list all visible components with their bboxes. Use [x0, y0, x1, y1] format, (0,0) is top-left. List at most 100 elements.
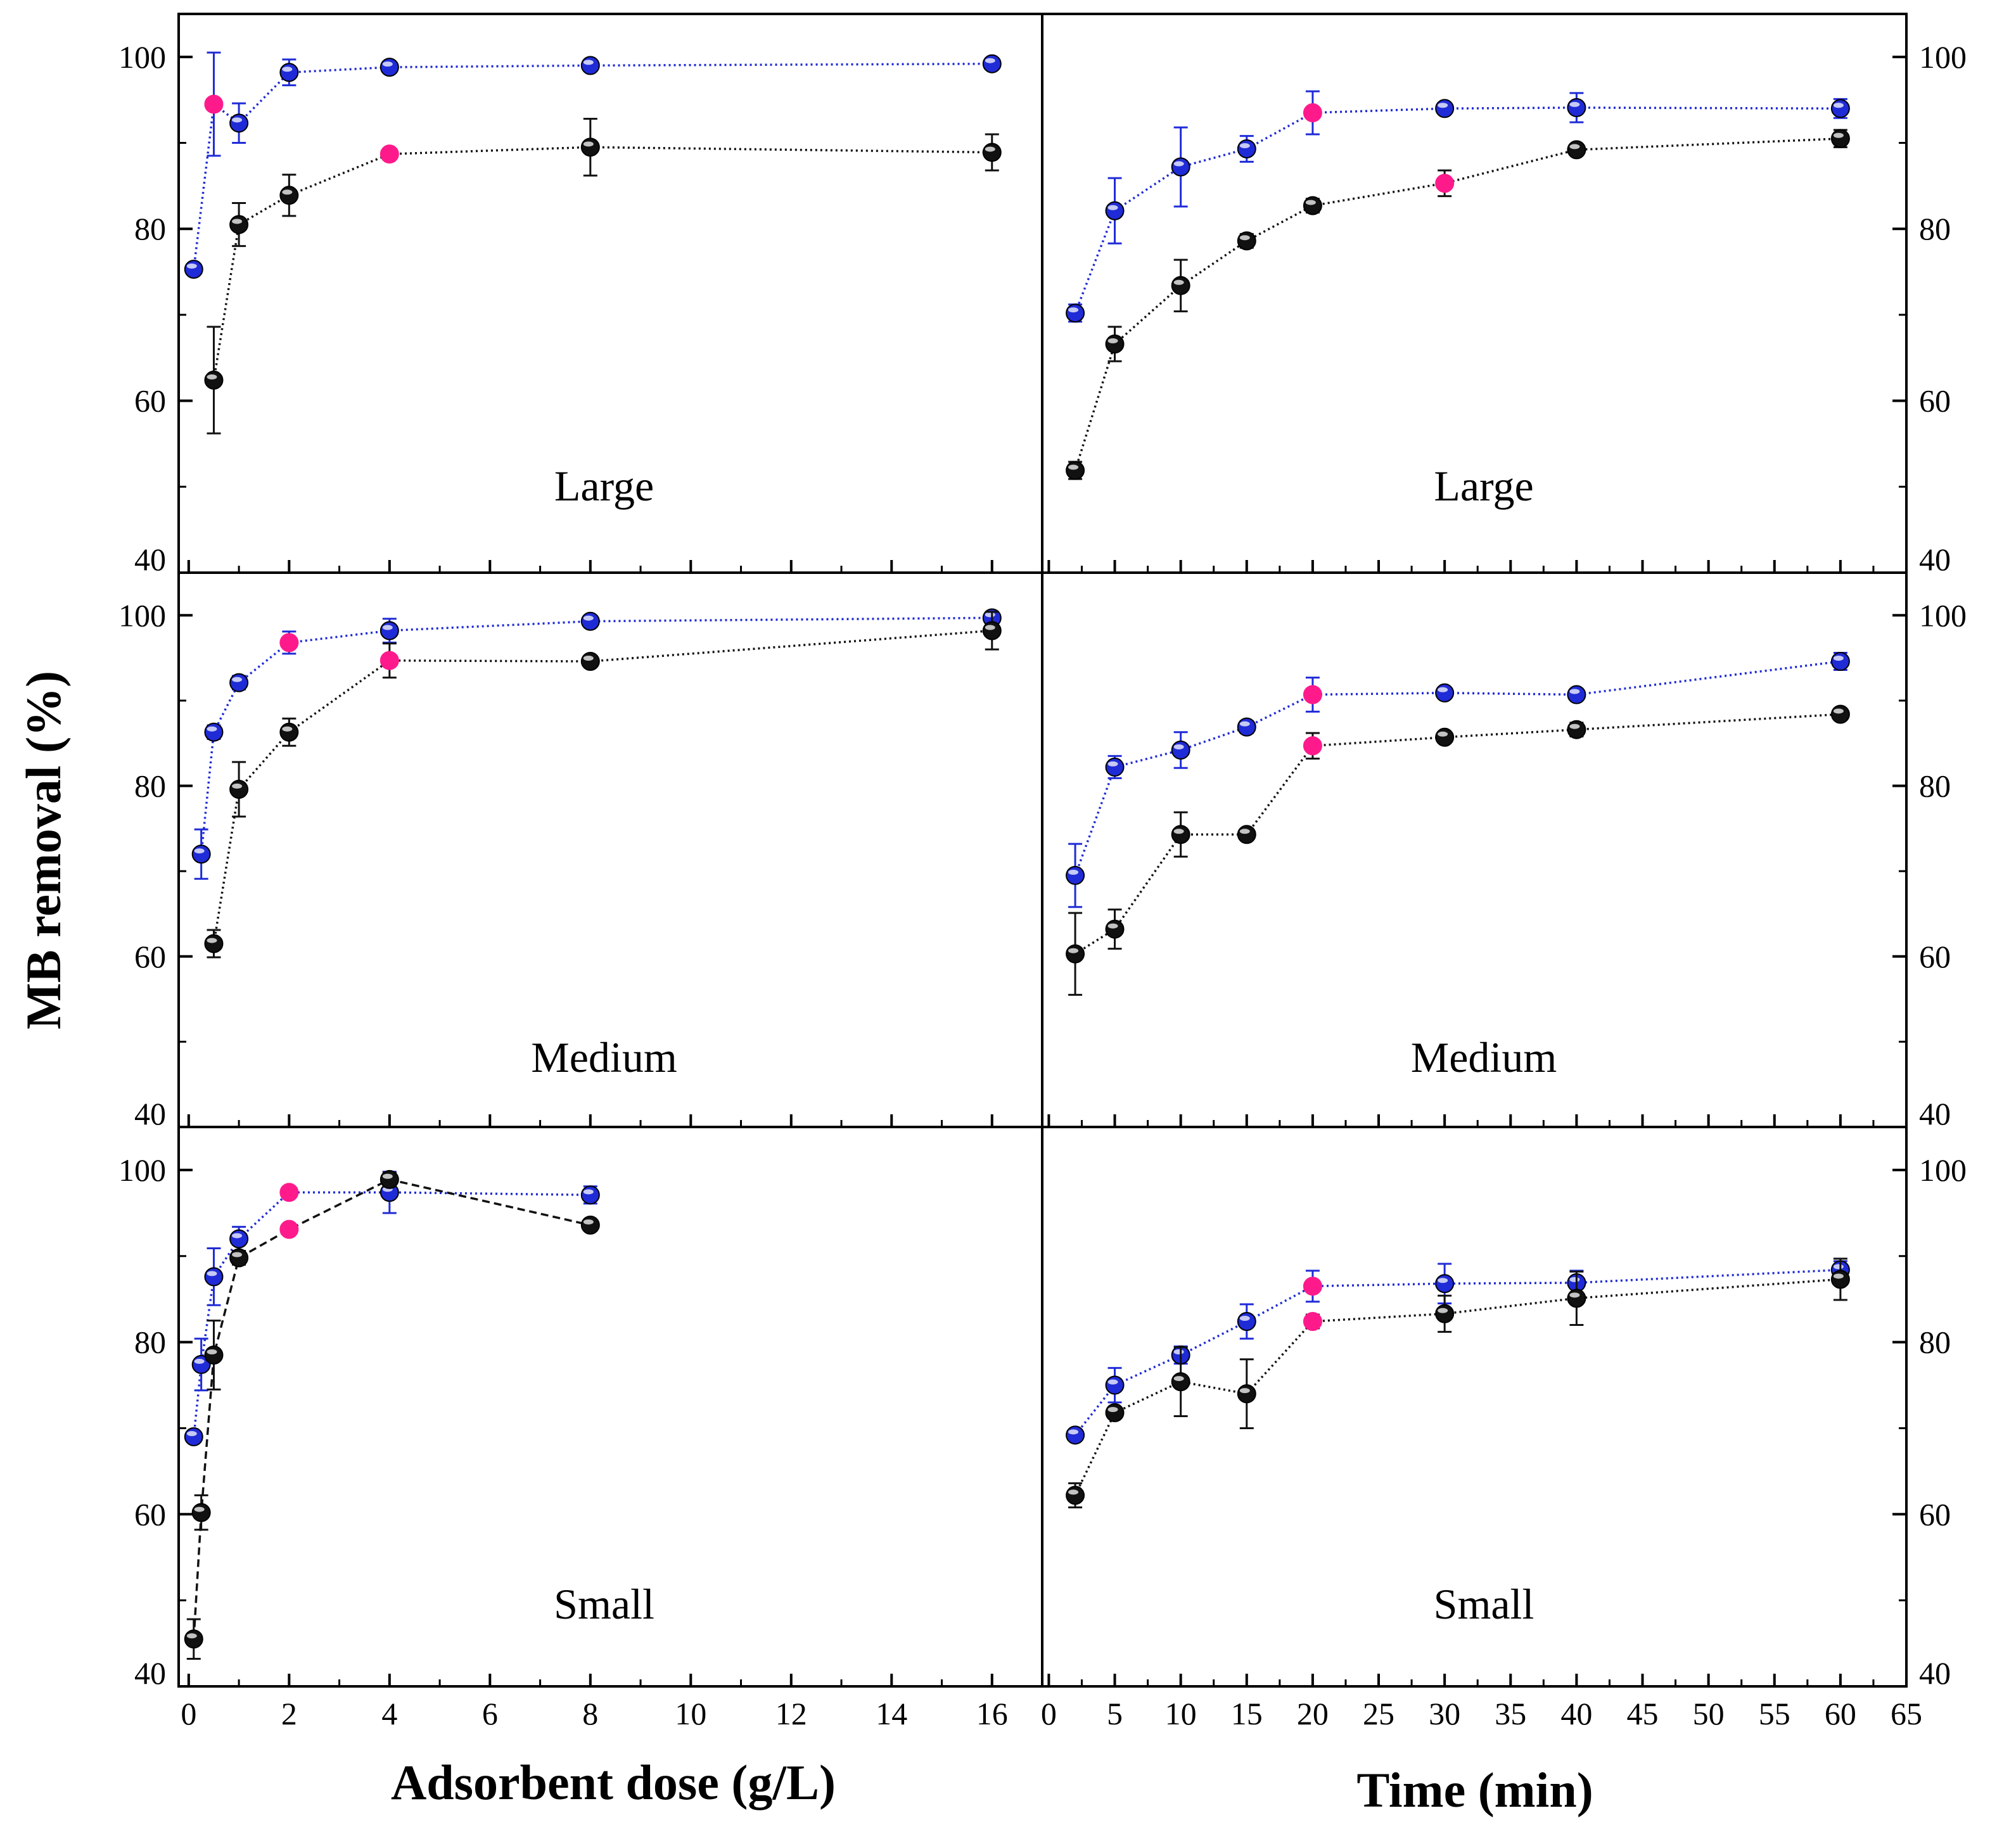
- data-point-shine: [1107, 1407, 1118, 1413]
- data-point: [1105, 919, 1125, 939]
- y-tick-label: 80: [134, 1325, 166, 1360]
- data-point: [1435, 727, 1455, 747]
- data-point-shine: [1107, 1379, 1118, 1385]
- data-point: [1105, 201, 1125, 220]
- y-tick-label: 80: [1919, 1325, 1951, 1360]
- data-point-shine: [1833, 1264, 1844, 1270]
- data-point: [279, 722, 299, 742]
- data-point-shine: [1438, 731, 1448, 737]
- x-tick-label: 35: [1495, 1696, 1526, 1731]
- data-point-shine: [1068, 948, 1079, 953]
- panel-label: Medium: [1411, 1033, 1557, 1081]
- series-black: [1066, 1257, 1850, 1508]
- y-tick-label: 40: [1919, 1096, 1951, 1131]
- data-point-shine: [186, 1633, 197, 1639]
- data-point-shine: [1068, 307, 1079, 313]
- data-point-shine: [1438, 103, 1448, 108]
- data-point-shine: [207, 938, 217, 943]
- data-point: [1105, 1403, 1125, 1423]
- x-tick-label: 50: [1693, 1696, 1725, 1731]
- series-line: [1074, 1278, 1841, 1496]
- data-point-shine: [207, 1271, 217, 1276]
- x-tick-label: 10: [675, 1696, 706, 1731]
- y-tick-label: 60: [134, 1496, 166, 1532]
- data-point-shine: [1068, 1489, 1079, 1495]
- data-point-shine: [1833, 656, 1844, 661]
- data-point-shine: [282, 67, 293, 72]
- data-point-shine: [382, 625, 393, 630]
- data-point-shine: [1569, 1292, 1580, 1298]
- data-point-shine: [583, 141, 594, 147]
- data-point: [191, 1503, 211, 1522]
- data-point-shine: [1239, 235, 1250, 241]
- data-point-shine: [194, 1358, 205, 1364]
- data-point-shine: [207, 374, 217, 380]
- data-point-shine: [382, 61, 393, 67]
- x-tick-label: 16: [976, 1696, 1008, 1731]
- data-point: [1237, 825, 1256, 844]
- y-tick-label: 100: [1919, 39, 1967, 75]
- data-point: [279, 63, 299, 82]
- data-point: [279, 1219, 299, 1239]
- data-point: [1066, 865, 1085, 885]
- data-point-shine: [1239, 829, 1250, 834]
- data-point: [1066, 461, 1085, 480]
- data-point: [184, 260, 203, 279]
- data-point-shine: [1569, 144, 1580, 150]
- data-point-shine: [1438, 687, 1448, 692]
- y-axis-title: MB removal (%): [16, 671, 71, 1029]
- x-tick-label: 6: [482, 1696, 498, 1731]
- x-axis-title-dose: Adsorbent dose (g/L): [391, 1755, 836, 1810]
- x-tick-label: 30: [1429, 1696, 1460, 1731]
- x-tick-label: 60: [1825, 1696, 1856, 1731]
- data-point: [229, 779, 249, 799]
- data-point: [1237, 1312, 1256, 1332]
- x-tick-label: 8: [582, 1696, 598, 1731]
- x-tick-label: 25: [1363, 1696, 1394, 1731]
- y-tick-label: 40: [134, 1096, 166, 1131]
- series-blue: [1066, 90, 1850, 323]
- y-tick-label: 80: [1919, 768, 1951, 804]
- y-tick-label: 100: [1919, 1152, 1967, 1188]
- frame-layer: [177, 13, 1908, 1688]
- data-point-shine: [583, 615, 594, 621]
- data-point: [1435, 1304, 1455, 1323]
- series-line: [1074, 1268, 1841, 1436]
- data-point: [229, 673, 249, 692]
- data-point: [1830, 704, 1850, 724]
- y-tick-label: 100: [118, 39, 166, 75]
- data-point: [1830, 129, 1850, 148]
- data-point: [204, 722, 224, 742]
- data-point-shine: [1173, 744, 1184, 749]
- data-point-shine: [1239, 143, 1250, 149]
- data-point-shine: [583, 1189, 594, 1195]
- data-point: [1303, 685, 1322, 704]
- data-point: [1105, 1375, 1125, 1395]
- x-tick-label: 40: [1560, 1696, 1592, 1731]
- data-point-shine: [232, 117, 243, 123]
- data-point: [580, 56, 600, 75]
- series-line: [1074, 137, 1841, 471]
- data-point: [1171, 157, 1190, 177]
- data-point: [1303, 196, 1322, 215]
- y-tick-label: 60: [134, 939, 166, 974]
- data-point: [184, 1427, 203, 1447]
- data-point: [580, 137, 600, 157]
- data-point-shine: [1833, 132, 1844, 138]
- data-point: [1567, 720, 1586, 739]
- data-point: [1303, 103, 1322, 123]
- data-point-shine: [232, 1233, 243, 1238]
- data-point: [1567, 685, 1586, 704]
- data-point-shine: [985, 146, 995, 152]
- data-point: [279, 633, 299, 652]
- data-point: [1830, 99, 1850, 118]
- data-point-shine: [985, 625, 995, 630]
- data-point-shine: [1107, 761, 1118, 767]
- data-point-shine: [1239, 721, 1250, 727]
- data-point: [1066, 303, 1085, 323]
- data-point: [229, 215, 249, 234]
- panel-dose-medium: 40 60 80 100 Medium: [118, 597, 1002, 1131]
- data-point-shine: [1068, 869, 1079, 875]
- data-point: [1567, 1289, 1586, 1308]
- data-point: [229, 1248, 249, 1268]
